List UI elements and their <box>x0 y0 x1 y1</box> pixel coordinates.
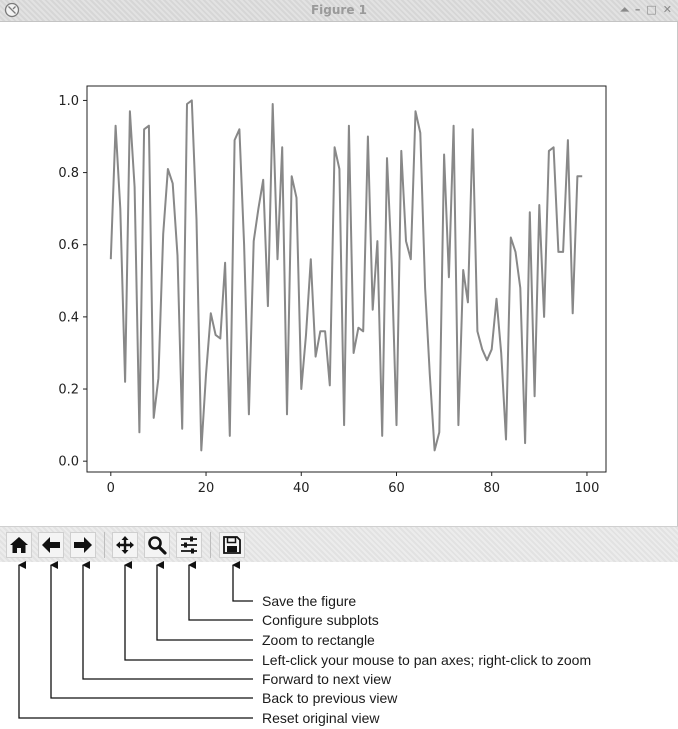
callout-line-home <box>18 561 253 719</box>
x-tick-label: 100 <box>575 481 600 496</box>
y-tick-label: 1.0 <box>58 94 79 109</box>
callout-home-label: Reset original view <box>262 710 380 726</box>
x-tick-label: 0 <box>107 481 115 496</box>
home-icon <box>10 537 28 553</box>
forward-button[interactable] <box>70 532 96 558</box>
close-window-icon[interactable]: ✕ <box>662 3 672 16</box>
y-tick-label: 0.8 <box>58 166 79 181</box>
y-tick-label: 0.0 <box>58 455 79 470</box>
toolbar-separator <box>210 532 211 558</box>
floppy-disk-icon <box>223 536 241 554</box>
title-bar[interactable]: Figure 1 ⏶ – □ ✕ <box>0 0 678 22</box>
arrow-left-icon <box>42 537 60 553</box>
maximize-window-icon[interactable]: □ <box>646 3 657 16</box>
magnifier-icon <box>148 536 167 555</box>
callout-line-pan <box>124 561 253 661</box>
callout-subplots-label: Configure subplots <box>262 612 379 628</box>
callout-line-zoom <box>156 561 253 641</box>
back-button[interactable] <box>38 532 64 558</box>
app-icon[interactable] <box>4 2 20 18</box>
home-button[interactable] <box>6 532 32 558</box>
x-tick-label: 40 <box>293 481 310 496</box>
series-line-0 <box>109 99 583 452</box>
x-tick-label: 20 <box>198 481 215 496</box>
shade-window-icon[interactable]: ⏶ <box>620 3 629 16</box>
y-tick-label: 0.2 <box>58 383 79 398</box>
minimize-window-icon[interactable]: – <box>634 3 641 16</box>
sliders-icon <box>181 536 197 554</box>
callout-zoom-label: Zoom to rectangle <box>262 632 375 648</box>
callout-back-label: Back to previous view <box>262 690 398 706</box>
move-icon <box>116 536 134 554</box>
callout-forward-label: Forward to next view <box>262 671 392 687</box>
configure-subplots-button[interactable] <box>176 532 202 558</box>
callout-line-save <box>232 561 253 602</box>
y-tick-label: 0.6 <box>58 238 79 253</box>
x-tick-label: 60 <box>388 481 405 496</box>
callout-save-label: Save the figure <box>262 593 357 609</box>
callout-pan-label: Left-click your mouse to pan axes; right… <box>262 652 592 668</box>
axes-frame <box>86 85 607 473</box>
figure-canvas[interactable]: 0 20 40 60 80 100 0.0 0.2 0.4 0.6 0.8 1.0 <box>0 22 678 526</box>
callout-line-forward <box>82 561 253 680</box>
x-tick-label: 80 <box>483 481 500 496</box>
pan-button[interactable] <box>112 532 138 558</box>
callout-line-back <box>50 561 253 699</box>
save-button[interactable] <box>219 532 245 558</box>
callout-line-subplots <box>188 561 253 621</box>
zoom-button[interactable] <box>144 532 170 558</box>
toolbar-separator <box>104 532 105 558</box>
window-title: Figure 1 <box>310 3 368 17</box>
figure-window: Figure 1 ⏶ – □ ✕ 0 20 40 60 80 100 0.0 0.2 0.4 0.… <box>0 0 678 562</box>
arrow-right-icon <box>74 537 92 553</box>
y-tick-label: 0.4 <box>58 310 79 325</box>
